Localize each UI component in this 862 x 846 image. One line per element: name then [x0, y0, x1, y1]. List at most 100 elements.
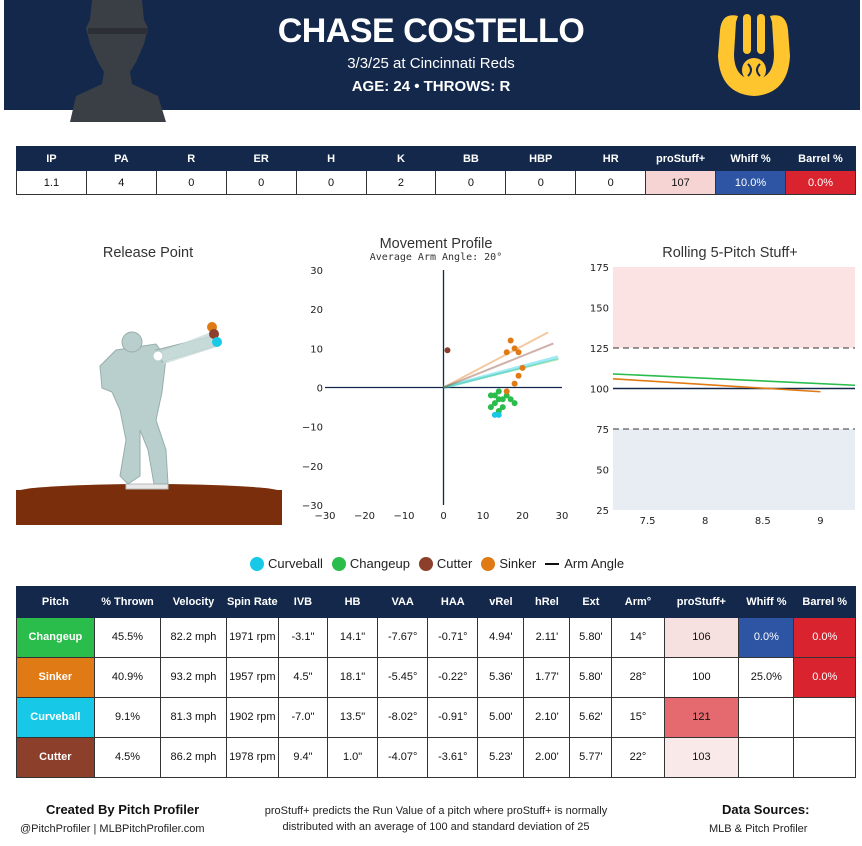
- pitch-row: Changeup 45.5% 82.2 mph 1971 rpm -3.1" 14.1" -…: [16, 617, 856, 658]
- legend-dot: [250, 556, 264, 571]
- movement-point-sinker: [503, 349, 510, 356]
- pitch-legend: Curveball Changeup Cutter Sinker Arm Ang…: [250, 556, 633, 571]
- movement-point-changeup: [507, 396, 514, 403]
- arm-angle-line-changeup: [443, 358, 559, 389]
- above-average-band: [613, 267, 855, 348]
- pitch-cell: 9.1%: [93, 697, 162, 738]
- stats-header: Barrel %: [784, 146, 857, 171]
- movement-profile-subtitle: Average Arm Angle: 20°: [369, 252, 503, 263]
- movement-point-sinker: [503, 388, 510, 395]
- y-tick-label: 30: [310, 266, 323, 277]
- pitch-cell: -7.67°: [377, 617, 429, 658]
- pitch-header: Whiff %: [738, 586, 795, 618]
- pitch-header: Barrel %: [793, 586, 856, 618]
- pitch-cell: 2.11': [523, 617, 571, 658]
- x-tick-label: −30: [314, 511, 335, 522]
- pitch-cell: 1.77': [523, 657, 571, 698]
- y-tick-label: −30: [302, 501, 323, 512]
- stats-cell: 0: [225, 170, 297, 195]
- pitch-header: Velocity: [160, 586, 227, 618]
- below-average-band: [613, 429, 855, 510]
- pitch-name-cell: Curveball: [16, 697, 95, 738]
- legend-dot: [331, 556, 346, 571]
- y-tick-label: 25: [596, 506, 609, 517]
- pitch-name-cell: Changeup: [16, 617, 95, 658]
- pitch-header: IVB: [277, 586, 329, 618]
- stats-header: HBP: [505, 146, 577, 171]
- legend-line: [545, 562, 560, 565]
- team-logo: [718, 14, 790, 96]
- x-tick-label: 10: [477, 511, 490, 522]
- stats-cell: 10.0%: [715, 170, 786, 195]
- pitch-cell: 1971 rpm: [225, 617, 279, 658]
- pitch-cell: 1957 rpm: [225, 657, 279, 698]
- y-tick-label: 0: [317, 384, 323, 395]
- y-tick-label: 20: [310, 305, 323, 316]
- pitch-cell: 14.1": [326, 617, 379, 658]
- movement-point-sinker: [519, 364, 526, 371]
- pitch-cell: [793, 737, 856, 778]
- pitch-cell: 28°: [611, 657, 665, 698]
- movement-point-curveball: [495, 411, 502, 418]
- pitch-cell: 5.80': [569, 657, 613, 698]
- y-tick-label: −20: [302, 462, 323, 473]
- pitch-cell: 25.0%: [738, 657, 795, 698]
- legend-item-curveball: Curveball: [250, 556, 323, 571]
- pitch-cell: 0.0%: [793, 657, 856, 698]
- pitch-cell: 13.5": [326, 697, 379, 738]
- stats-cell: 107: [645, 170, 717, 195]
- pitch-cell: 5.77': [569, 737, 613, 778]
- pitch-header: % Thrown: [93, 586, 162, 618]
- movement-point-changeup: [487, 404, 494, 411]
- stats-header: Whiff %: [715, 146, 786, 171]
- pitch-header: Pitch: [16, 586, 95, 618]
- pitch-cell: 2.10': [523, 697, 571, 738]
- pitch-cell: [738, 737, 795, 778]
- game-info: 3/3/25 at Cincinnati Reds: [347, 55, 515, 72]
- pitch-cell: 0.0%: [793, 617, 856, 658]
- movement-point-changeup: [511, 400, 518, 407]
- pitch-cell: 103: [663, 737, 740, 778]
- x-tick-label: 7.5: [640, 516, 656, 525]
- handles: @PitchProfiler | MLBPitchProfiler.com: [20, 823, 205, 835]
- pitch-row: Curveball 9.1% 81.3 mph 1902 rpm -7.0" 13.5" -…: [16, 697, 856, 738]
- legend-item-cutter: Cutter: [418, 556, 472, 571]
- stats-cell: 0: [435, 170, 507, 195]
- pitch-cell: 40.9%: [93, 657, 162, 698]
- pitch-header: hRel: [523, 586, 571, 618]
- pitch-cell: 1978 rpm: [225, 737, 279, 778]
- movement-point-cutter: [444, 347, 451, 354]
- movement-point-changeup: [491, 392, 498, 399]
- release-point-title: Release Point: [102, 245, 194, 261]
- x-tick-label: −20: [354, 511, 375, 522]
- legend-item-arm-angle: Arm Angle: [545, 556, 624, 571]
- rolling-stuff-chart: 175 150 125 100 75 50 25 7.5 8 8.5 9: [590, 263, 856, 525]
- stats-header: PA: [85, 146, 157, 171]
- y-tick-label: 125: [590, 344, 609, 355]
- arm-angle-line-sinker: [443, 331, 549, 389]
- rolling-line-sinker: [612, 377, 821, 393]
- x-tick-label: 8.5: [755, 516, 771, 525]
- game-stats-table: IP PA R ER H K BB HBP HR proStuff+ Whiff % Barrel %…: [16, 146, 857, 195]
- pitch-arsenal-table: Pitch% Thrown Velocity Spin Rate IVB HB VAA HA…: [16, 586, 856, 778]
- pitch-cell: 4.5": [277, 657, 329, 698]
- pitch-cell: -7.0": [277, 697, 329, 738]
- pitch-name-cell: Cutter: [16, 737, 95, 778]
- pitch-cell: 82.2 mph: [160, 617, 227, 658]
- pitch-cell: 4.94': [477, 617, 525, 658]
- pitch-header: vRel: [477, 586, 525, 618]
- x-tick-label: 8: [702, 516, 708, 525]
- y-tick-label: −10: [302, 423, 323, 434]
- pitch-cell: -0.22°: [427, 657, 479, 698]
- pitch-cell: 93.2 mph: [160, 657, 227, 698]
- pitch-cell: -0.91°: [427, 697, 479, 738]
- pitch-header: Arm°: [611, 586, 665, 618]
- pitch-cell: -4.07°: [377, 737, 429, 778]
- x-tick-label: 9: [817, 516, 823, 525]
- player-headshot-silhouette: [70, 0, 166, 122]
- age-throws: AGE: 24 • THROWS: R: [351, 78, 511, 95]
- y-tick-label: 175: [590, 263, 609, 274]
- stats-cell: 1.1: [16, 170, 87, 195]
- x-tick-label: 30: [556, 511, 569, 522]
- stats-header: R: [155, 146, 227, 171]
